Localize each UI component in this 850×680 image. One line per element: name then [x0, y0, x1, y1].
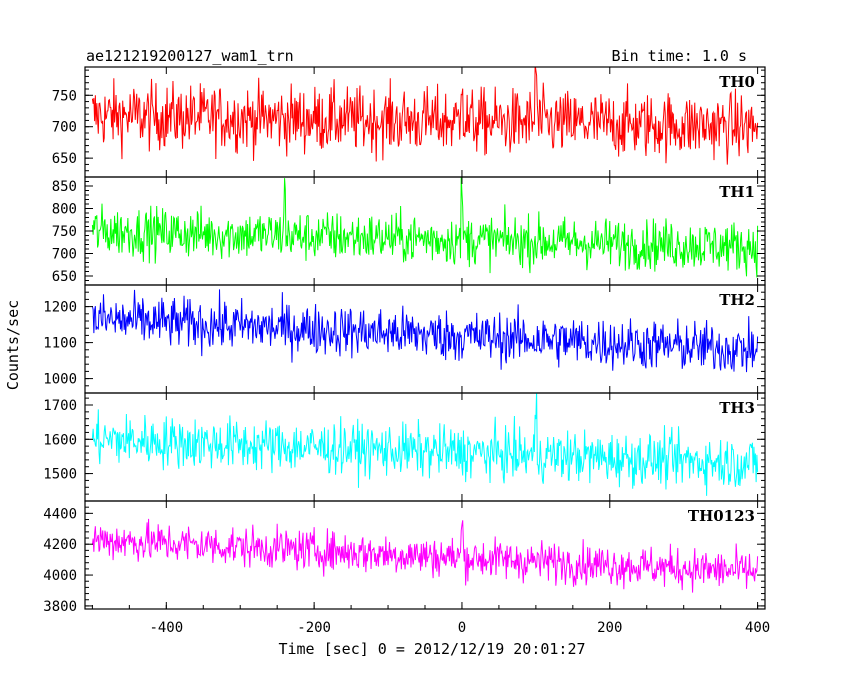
- y-tick-label: 700: [52, 247, 77, 263]
- y-tick-label: 3800: [43, 599, 77, 615]
- x-tick-label: -200: [297, 620, 331, 636]
- series-th2: [91, 289, 759, 373]
- panels-group: 650 700 750 TH0 650 700 750 800 850 TH1 1000 1100 12…: [43, 66, 766, 615]
- panel-name-label: TH1: [719, 183, 755, 201]
- panel-th0: 650 700 750 TH0: [52, 66, 766, 178]
- chart-title: ae121219200127_wam1_trn: [86, 47, 294, 65]
- y-tick-label: 4200: [43, 537, 77, 553]
- y-tick-label: 1000: [43, 372, 77, 388]
- x-tick-label: 0: [458, 620, 466, 636]
- panel-name-label: TH0123: [688, 507, 755, 525]
- y-tick-label: 1700: [43, 398, 77, 414]
- y-tick-label: 1600: [43, 432, 77, 448]
- y-tick-label: 850: [52, 179, 77, 195]
- x-tick-label: 200: [597, 620, 622, 636]
- series-th0123: [91, 518, 759, 593]
- panel-name-label: TH3: [719, 399, 755, 417]
- panel-th2: 1000 1100 1200 TH2: [43, 284, 766, 394]
- x-tick-label: 400: [745, 620, 770, 636]
- y-tick-label: 700: [52, 120, 77, 136]
- y-tick-label: 4400: [43, 506, 77, 522]
- y-tick-label: 1100: [43, 336, 77, 352]
- panel-th3: 1500 1600 1700 TH3: [43, 392, 766, 502]
- series-th1: [91, 177, 759, 278]
- series-th3: [91, 393, 759, 496]
- series-th0: [91, 67, 759, 165]
- x-axis-label: Time [sec] 0 = 2012/12/19 20:01:27: [278, 640, 585, 658]
- panel-name-label: TH0: [719, 73, 755, 91]
- y-tick-label: 650: [52, 269, 77, 285]
- panel-th0123: 3800 4000 4200 4400 TH0123: [43, 500, 766, 615]
- x-axis: -400 -200 0 200 400: [91, 605, 770, 636]
- y-tick-label: 750: [52, 224, 77, 240]
- y-tick-label: 1200: [43, 300, 77, 316]
- y-tick-label: 750: [52, 88, 77, 104]
- y-tick-label: 4000: [43, 568, 77, 584]
- bin-time-label: Bin time: 1.0 s: [612, 47, 747, 65]
- y-tick-label: 800: [52, 202, 77, 218]
- panel-name-label: TH2: [719, 291, 755, 309]
- y-tick-label: 1500: [43, 467, 77, 483]
- y-axis-label: Counts/sec: [4, 300, 22, 390]
- y-tick-label: 650: [52, 151, 77, 167]
- x-tick-label: -400: [149, 620, 183, 636]
- panel-th1: 650 700 750 800 850 TH1: [52, 176, 766, 286]
